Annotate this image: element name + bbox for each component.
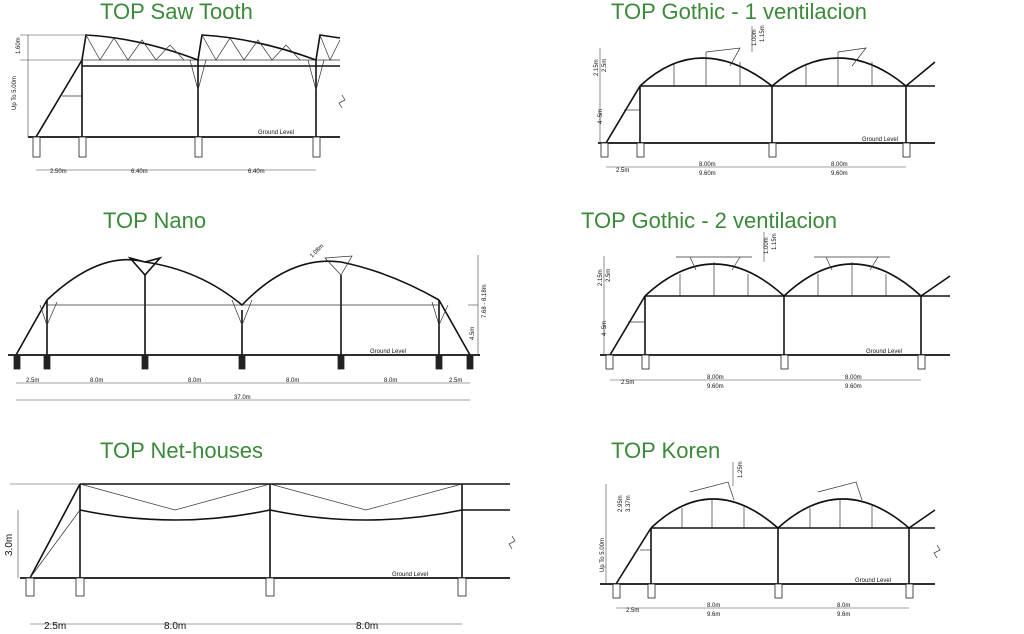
nano-height-total: 7.68 - 8.18m xyxy=(482,284,488,318)
gothic-1-height-a: 2.15m xyxy=(594,59,600,76)
title-gothic-1: TOP Gothic - 1 ventilacion xyxy=(611,0,867,24)
gothic-1-vent-b: 1.15m xyxy=(760,25,766,42)
title-saw-tooth: TOP Saw Tooth xyxy=(100,0,253,24)
koren-span-2b: 9.6m xyxy=(837,612,850,618)
gothic-1-vent-a: 1.00m xyxy=(752,29,758,46)
title-koren: TOP Koren xyxy=(611,438,721,463)
gothic-2-span-1a: 8.00m xyxy=(707,375,724,381)
koren-ground: Ground Level xyxy=(855,578,891,584)
saw-tooth-span-2: 6.40m xyxy=(131,169,148,175)
gothic-1-span-1a: 8.00m xyxy=(699,162,716,168)
diagram-gothic-1: 2.15m 2.5m 4~5m 1.00m 1.15m Ground Level… xyxy=(594,25,936,177)
net-houses-height: 3.0m xyxy=(4,534,15,556)
gothic-2-post-height: 4~5m xyxy=(602,321,608,336)
koren-height-a: 2.95m xyxy=(618,495,624,512)
gothic-2-edge: 2.5m xyxy=(621,380,634,386)
koren-span-1b: 9.6m xyxy=(707,612,720,618)
net-houses-span-3: 8.0m xyxy=(356,621,378,632)
net-houses-span-2: 8.0m xyxy=(164,621,186,632)
diagram-net-houses: 3.0m Ground Level 2.5m 8.0m 8.0m xyxy=(4,483,516,632)
gothic-2-vent-b: 1.15m xyxy=(772,233,778,250)
koren-span-2a: 8.0m xyxy=(837,603,850,609)
saw-tooth-ground: Ground Level xyxy=(258,130,294,136)
diagram-koren: 1.25m 2.95m 3.37m Up To 5.00m Ground Lev… xyxy=(600,461,941,618)
gothic-1-span-2b: 9.60m xyxy=(831,171,848,177)
net-houses-ground: Ground Level xyxy=(392,572,428,578)
diagram-nano: 1.08m 7.68 - 8.18m 4.5m Ground Level 2.5… xyxy=(8,243,488,401)
gothic-1-span-1b: 9.60m xyxy=(699,171,716,177)
gothic-2-height-a: 2.15m xyxy=(598,269,604,286)
koren-span-1a: 8.0m xyxy=(707,603,720,609)
gothic-1-ground: Ground Level xyxy=(862,137,898,143)
diagram-gothic-2: 2.15m 2.5m 4~5m 1.00m 1.15m Ground Level… xyxy=(598,232,951,390)
nano-vent: 1.08m xyxy=(309,243,325,259)
diagram-saw-tooth: 1.60m Up To 5.00m Ground Level 2.50m 6.4… xyxy=(12,34,346,175)
gothic-1-height-b: 2.5m xyxy=(602,59,608,72)
nano-total: 37.0m xyxy=(234,395,251,401)
nano-ground: Ground Level xyxy=(370,349,406,355)
nano-span-3: 8.0m xyxy=(188,378,201,384)
gothic-2-height-b: 2.5m xyxy=(606,269,612,282)
gothic-2-vent-a: 1.00m xyxy=(764,237,770,254)
nano-post-height: 4.5m xyxy=(470,327,476,340)
gothic-2-span-2a: 8.00m xyxy=(845,375,862,381)
saw-tooth-height: Up To 5.00m xyxy=(12,76,18,110)
nano-span-6: 2.5m xyxy=(449,378,462,384)
gothic-2-span-2b: 9.60m xyxy=(845,384,862,390)
gothic-1-edge: 2.5m xyxy=(616,168,629,174)
nano-span-5: 8.0m xyxy=(384,378,397,384)
gothic-1-span-2a: 8.00m xyxy=(831,162,848,168)
koren-height-b: 3.37m xyxy=(626,495,632,512)
saw-tooth-span-3: 6.40m xyxy=(248,169,265,175)
title-net-houses: TOP Net-houses xyxy=(100,438,264,463)
gothic-2-span-1b: 9.60m xyxy=(707,384,724,390)
nano-span-1: 2.5m xyxy=(26,378,39,384)
saw-tooth-truss-height: 1.60m xyxy=(16,37,22,54)
gothic-1-post-height: 4~5m xyxy=(598,109,604,124)
title-gothic-2: TOP Gothic - 2 ventilacion xyxy=(581,208,837,233)
koren-edge: 2.5m xyxy=(626,608,639,614)
nano-span-4: 8.0m xyxy=(286,378,299,384)
title-nano: TOP Nano xyxy=(103,208,207,233)
saw-tooth-span-1: 2.50m xyxy=(50,169,67,175)
koren-vent: 1.25m xyxy=(738,461,744,478)
gothic-2-ground: Ground Level xyxy=(866,349,902,355)
nano-span-2: 8.0m xyxy=(90,378,103,384)
net-houses-span-1: 2.5m xyxy=(44,621,66,632)
koren-post-height: Up To 5.00m xyxy=(600,538,606,572)
